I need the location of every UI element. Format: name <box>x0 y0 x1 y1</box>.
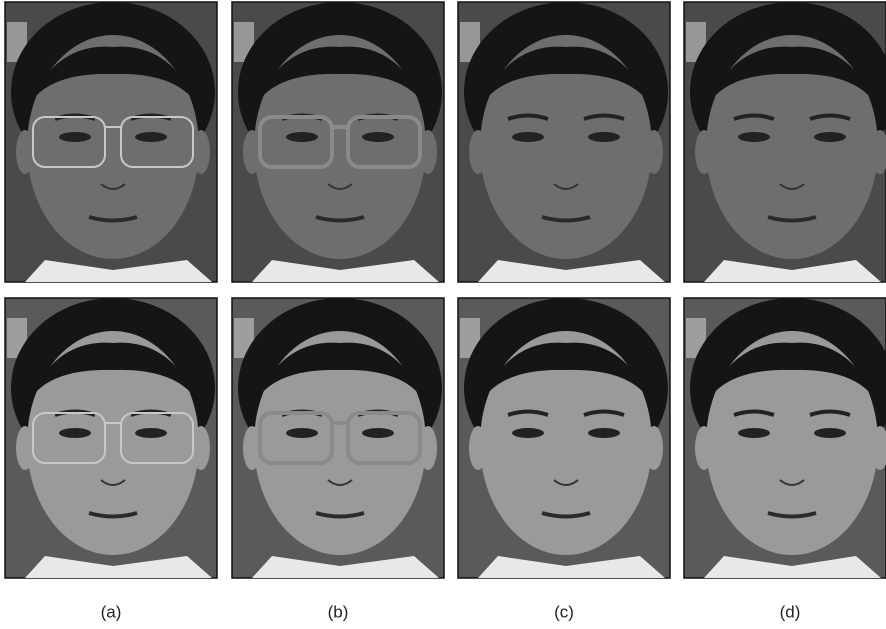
eye <box>588 428 620 438</box>
face-image <box>5 298 217 578</box>
ear <box>192 130 210 174</box>
eye <box>59 132 91 142</box>
eye <box>135 428 167 438</box>
ear <box>645 426 663 470</box>
ear <box>645 130 663 174</box>
eye <box>738 428 770 438</box>
eye <box>362 132 394 142</box>
face-image <box>232 298 444 578</box>
face-image <box>458 2 670 282</box>
face-image <box>684 298 886 578</box>
face-image <box>5 2 217 282</box>
eye <box>286 132 318 142</box>
panel-label: (a) <box>101 602 122 621</box>
ear <box>695 426 713 470</box>
eye <box>588 132 620 142</box>
face-image <box>684 2 886 282</box>
face-image <box>232 2 444 282</box>
eye <box>135 132 167 142</box>
eye <box>512 428 544 438</box>
panel-label: (b) <box>328 602 349 621</box>
eye <box>738 132 770 142</box>
eye <box>286 428 318 438</box>
ear <box>469 426 487 470</box>
eye <box>512 132 544 142</box>
ear <box>695 130 713 174</box>
ear <box>192 426 210 470</box>
panel-label: (c) <box>554 602 574 621</box>
ear <box>469 130 487 174</box>
eye <box>814 428 846 438</box>
eye <box>362 428 394 438</box>
ear <box>16 130 34 174</box>
face-image <box>458 298 670 578</box>
eye <box>814 132 846 142</box>
eye <box>59 428 91 438</box>
figure: (a) (b) (c) (d) <box>0 0 886 629</box>
ear <box>16 426 34 470</box>
panel-label: (d) <box>780 602 801 621</box>
